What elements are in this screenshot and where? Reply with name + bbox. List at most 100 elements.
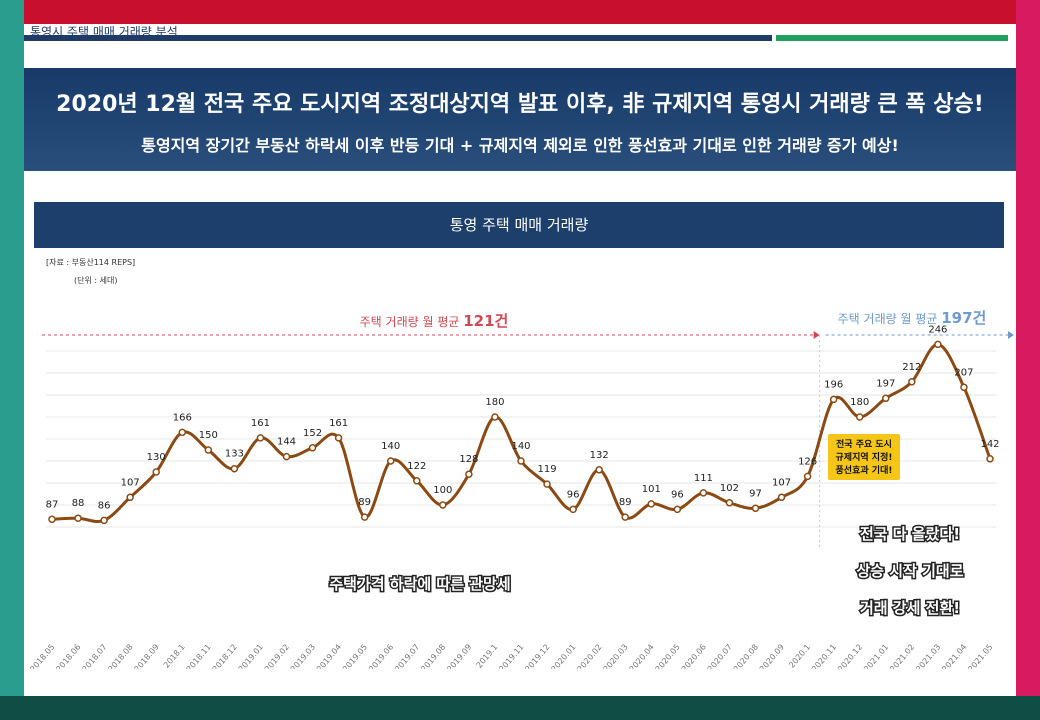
frame-left-bar [0, 0, 24, 720]
x-tick-label: 2018.09 [133, 643, 161, 669]
data-point [699, 489, 708, 497]
data-label: 144 [277, 437, 296, 448]
lower-left-note: 주택가격 하락에 따른 관망세 [329, 575, 510, 593]
data-label: 126 [798, 456, 817, 467]
data-point [334, 434, 343, 442]
x-tick-label: 2019.02 [263, 643, 291, 669]
data-label: 89 [358, 497, 371, 508]
x-tick-label: 2020.03 [602, 643, 630, 669]
avg-after-arrow [1008, 331, 1014, 339]
right-note: 전국 다 올랐다! [860, 525, 960, 543]
series-line [51, 342, 992, 524]
callout-line: 규제지역 지정! [836, 451, 893, 463]
x-tick-label: 2020.09 [758, 643, 786, 669]
x-tick-label: 2021.04 [940, 643, 968, 669]
x-tick-label: 2019.07 [393, 643, 421, 669]
banner-subline: 통영지역 장기간 부동산 하락세 이후 반등 기대 + 규제지역 제외로 인한 … [141, 136, 899, 155]
slide-content: 통영시 주택 매매 거래량 분석 2020년 12월 전국 주요 도시지역 조정… [24, 24, 1016, 696]
callout-line: 풍선효과 기대! [836, 464, 893, 476]
x-tick-label: 2019.03 [289, 643, 317, 669]
data-label: 212 [902, 362, 921, 373]
data-point [960, 383, 968, 392]
data-point [230, 464, 239, 473]
frame-bottom-bar [0, 696, 1040, 720]
data-label: 101 [642, 484, 661, 495]
avg-after-label-text: 주택 거래량 월 평균 [838, 312, 942, 326]
data-label: 132 [590, 450, 609, 461]
callout-line: 전국 주요 도시 [836, 438, 892, 450]
data-point [934, 340, 942, 349]
right-note: 상승 시작 기대로 [856, 562, 963, 580]
data-label: 100 [433, 485, 452, 496]
chart-title: 통영 주택 매매 거래량 [34, 202, 1004, 248]
data-point [100, 516, 108, 525]
frame-top-bar [0, 0, 1040, 24]
data-point [908, 378, 916, 386]
x-tick-label: 2020.1 [787, 643, 812, 669]
data-label: 122 [407, 461, 426, 472]
x-tick-label: 2020.02 [576, 643, 604, 669]
x-tick-label: 2018.1 [162, 643, 187, 669]
x-tick-label: 2021.05 [966, 643, 994, 669]
data-label: 97 [749, 488, 762, 499]
x-tick-label: 2018.06 [54, 643, 82, 669]
data-label: 166 [173, 412, 192, 423]
callout-box [828, 434, 900, 480]
avg-before-label-text: 주택 거래량 월 평균 [360, 315, 464, 329]
x-tick-label: 2019.04 [315, 643, 343, 669]
data-label: 207 [954, 367, 973, 378]
banner-headline: 2020년 12월 전국 주요 도시지역 조정대상지역 발표 이후, 非 규제지… [56, 92, 984, 117]
data-label: 161 [251, 418, 270, 429]
data-point [204, 446, 213, 454]
x-tick-label: 2018.07 [80, 643, 108, 669]
data-label: 96 [567, 489, 580, 500]
data-point [829, 395, 838, 404]
x-tick-label: 2019.11 [497, 643, 525, 669]
accent-line-navy [24, 35, 772, 41]
data-point [152, 468, 160, 476]
data-point [308, 444, 317, 452]
data-label: 130 [147, 452, 166, 463]
x-tick-label: 2020.08 [732, 643, 760, 669]
data-label: 96 [671, 489, 684, 500]
x-tick-label: 2018.08 [107, 643, 135, 669]
data-point [855, 413, 864, 421]
data-point [74, 514, 82, 522]
x-tick-label: 2018.11 [185, 643, 213, 669]
data-point [725, 499, 734, 507]
data-label: 102 [720, 483, 739, 494]
data-point [178, 428, 187, 437]
data-label: 140 [381, 441, 400, 452]
x-tick-label: 2021.01 [862, 643, 890, 669]
data-label: 107 [121, 477, 140, 488]
data-point [673, 505, 682, 514]
x-tick-label: 2019.06 [367, 643, 395, 669]
data-label: 140 [511, 441, 530, 452]
x-tick-label: 2019.08 [419, 643, 447, 669]
data-label: 87 [46, 499, 59, 510]
x-tick-label: 2018.12 [211, 643, 239, 669]
data-point [48, 515, 56, 524]
data-point [986, 455, 994, 463]
x-tick-label: 2020.04 [628, 643, 656, 669]
x-tick-label: 2020.01 [549, 643, 577, 669]
data-point [282, 452, 291, 461]
x-tick-label: 2020.11 [810, 643, 838, 669]
data-point [621, 513, 629, 521]
data-point [256, 434, 265, 442]
x-tick-label: 2019.09 [445, 643, 473, 669]
headline-banner: 2020년 12월 전국 주요 도시지역 조정대상지역 발표 이후, 非 규제지… [24, 68, 1016, 171]
data-label: 111 [694, 473, 713, 484]
avg-after-value: 197건 [941, 309, 986, 327]
data-label: 180 [850, 397, 869, 408]
data-label: 89 [619, 497, 632, 508]
data-point [751, 504, 760, 513]
x-tick-label: 2021.03 [914, 643, 942, 669]
average-annotations: 주택 거래량 월 평균 121건 주택 거래량 월 평균 197건 [42, 309, 1014, 549]
x-tick-label: 2020.07 [706, 643, 734, 669]
x-tick-label: 2019.05 [341, 643, 369, 669]
data-label: 142 [980, 439, 999, 450]
x-tick-label: 2018.05 [28, 643, 56, 669]
data-point [439, 501, 447, 509]
